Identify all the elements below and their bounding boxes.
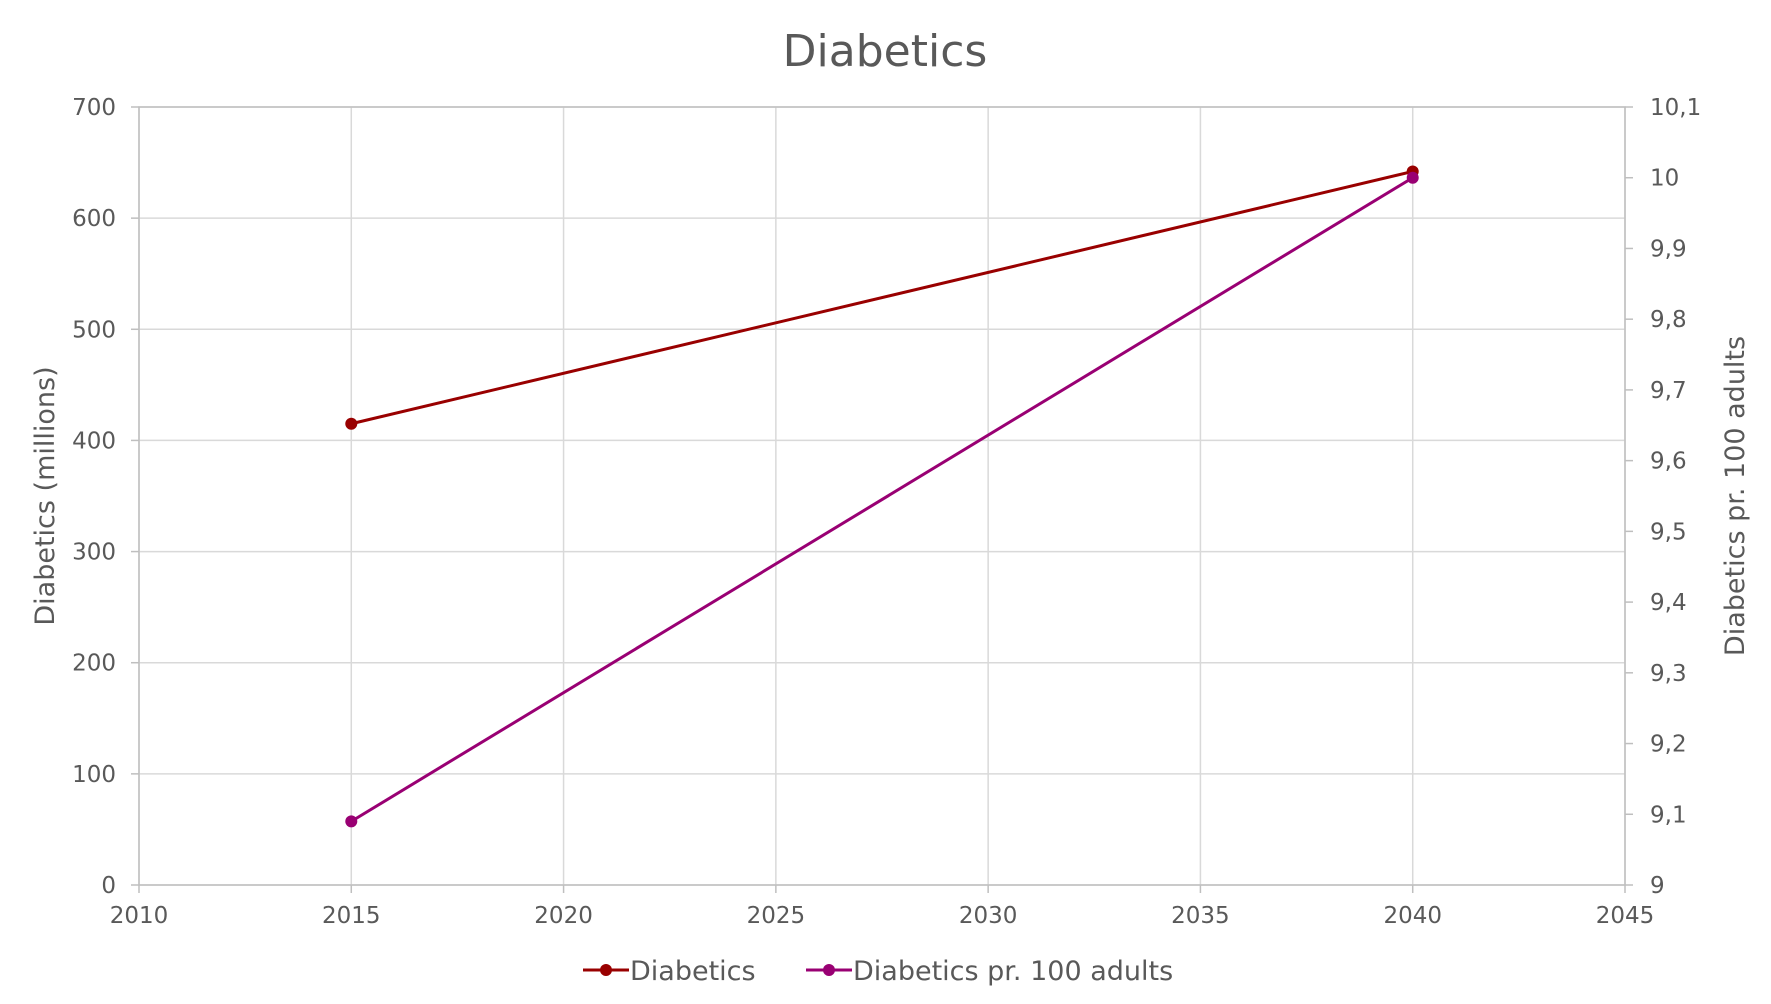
legend-marker-1 xyxy=(600,964,612,976)
x-tick-label: 2010 xyxy=(110,903,169,929)
y2-tick-label: 9 xyxy=(1650,873,1665,899)
y2-tick-label: 9,6 xyxy=(1650,449,1687,475)
x-tick-label: 2020 xyxy=(534,903,593,929)
y2-tick-label: 9,7 xyxy=(1650,378,1687,404)
series-line-2 xyxy=(350,176,1414,823)
y-tick-label: 100 xyxy=(72,762,116,788)
x-tick-label: 2030 xyxy=(959,903,1018,929)
y-tick-label: 500 xyxy=(72,317,116,343)
y-tick-label: 200 xyxy=(72,651,116,677)
y-tick-label: 300 xyxy=(72,540,116,566)
legend-label-2: Diabetics pr. 100 adults xyxy=(853,956,1173,987)
y2-tick-label: 9,1 xyxy=(1650,802,1687,828)
x-tick-label: 2040 xyxy=(1383,903,1442,929)
y2-tick-label: 9,9 xyxy=(1650,236,1687,262)
y2-tick-label: 10 xyxy=(1650,166,1679,192)
y-tick-label: 600 xyxy=(72,206,116,232)
legend: Diabetics Diabetics pr. 100 adults xyxy=(583,956,1173,987)
y-tick-label: 400 xyxy=(72,428,116,454)
plot-frame xyxy=(138,106,1626,886)
grid xyxy=(138,106,1626,886)
y2-tick-label: 9,3 xyxy=(1650,661,1687,687)
y2-tick-label: 9,2 xyxy=(1650,732,1687,758)
y2-tick-label: 10,1 xyxy=(1650,95,1701,121)
x-tick-label: 2035 xyxy=(1171,903,1230,929)
y2-tick-label: 9,4 xyxy=(1650,590,1687,616)
y-tick-label: 700 xyxy=(72,95,116,121)
x-tick-label: 2025 xyxy=(747,903,806,929)
data-point-series-2 xyxy=(1406,171,1419,184)
series-layer xyxy=(345,165,1419,828)
x-axis: 2010 2015 2020 2025 2030 2035 2040 2045 xyxy=(110,885,1655,929)
y-axis-left: 0 100 200 300 400 500 600 700 xyxy=(72,95,139,899)
y2-tick-label: 9,8 xyxy=(1650,307,1687,333)
y-tick-label: 0 xyxy=(101,873,116,899)
data-point-series-2 xyxy=(345,815,358,828)
x-tick-label: 2045 xyxy=(1596,903,1655,929)
legend-label-1: Diabetics xyxy=(630,956,756,987)
y2-axis-label: Diabetics pr. 100 adults xyxy=(1720,336,1751,656)
x-tick-label: 2015 xyxy=(322,903,381,929)
y-axis-label: Diabetics (millions) xyxy=(30,366,61,625)
data-point-series-1 xyxy=(345,417,358,430)
chart-title: Diabetics xyxy=(783,26,988,77)
legend-marker-2 xyxy=(823,964,835,976)
y-axis-right: 9 9,1 9,2 9,3 9,4 9,5 9,6 9,7 9,8 9,9 10 10,1 xyxy=(1625,95,1701,899)
y2-tick-label: 9,5 xyxy=(1650,519,1687,545)
series-line-1 xyxy=(350,170,1414,426)
